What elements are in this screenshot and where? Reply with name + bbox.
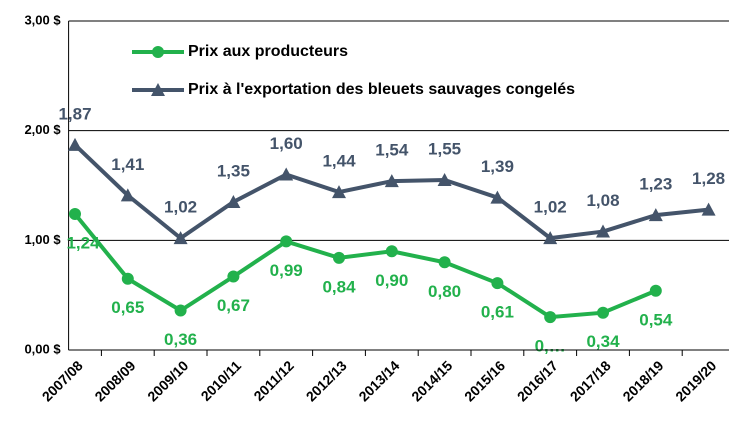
marker — [596, 224, 610, 238]
y-tick-label: 1,00 $ — [24, 232, 61, 247]
x-tick-label: 2014/15 — [408, 357, 455, 404]
marker — [597, 306, 609, 319]
series-line — [73, 212, 657, 320]
x-tick-label: 2012/13 — [303, 357, 350, 404]
marker — [384, 174, 399, 188]
legend-marker — [151, 83, 165, 96]
marker — [120, 188, 135, 202]
marker — [226, 194, 241, 208]
data-label: 1,35 — [217, 161, 250, 180]
data-label: 0,34 — [586, 332, 620, 351]
marker — [649, 284, 662, 297]
data-label: 0,80 — [428, 282, 461, 301]
data-label: 1,55 — [428, 140, 461, 159]
data-label: 1,54 — [375, 141, 409, 160]
x-tick-label: 2015/16 — [461, 357, 508, 404]
marker — [68, 137, 82, 151]
legend-marker — [152, 46, 164, 58]
data-label: 0,84 — [322, 277, 356, 296]
x-tick-label: 2013/14 — [355, 357, 402, 404]
marker — [280, 235, 293, 248]
marker — [438, 256, 451, 269]
marker — [332, 185, 346, 199]
marker — [437, 173, 452, 187]
y-tick-label: 3,00 $ — [24, 12, 61, 27]
x-tick-label: 2010/11 — [198, 357, 245, 404]
data-label: 1,24 — [66, 233, 100, 252]
x-tick-label: 2017/18 — [567, 357, 614, 404]
x-tick-label: 2016/17 — [514, 357, 561, 404]
marker — [121, 272, 134, 285]
data-label: 1,41 — [111, 155, 144, 174]
marker — [69, 208, 81, 221]
marker — [701, 202, 716, 216]
y-tick-label: 0,00 $ — [24, 341, 61, 356]
x-tick-label: 2018/19 — [619, 357, 666, 404]
marker — [279, 167, 294, 181]
marker — [227, 270, 240, 283]
data-label: 0,99 — [270, 261, 303, 280]
x-tick-label: 2007/08 — [39, 357, 86, 404]
marker — [173, 231, 188, 245]
marker — [385, 245, 398, 258]
marker — [490, 190, 505, 204]
data-label: 0,90 — [375, 271, 408, 290]
data-label: 0,61 — [481, 303, 514, 322]
legend-label: Prix aux producteurs — [188, 43, 348, 60]
marker — [333, 251, 345, 264]
marker — [543, 231, 558, 245]
data-label: 1,87 — [58, 104, 91, 123]
data-label: 0,… — [535, 337, 566, 356]
data-label: 1,02 — [534, 198, 567, 217]
data-label: 1,02 — [164, 198, 197, 217]
data-label: 1,08 — [586, 191, 619, 210]
legend-label: Prix à l'exportation des bleuets sauvage… — [188, 81, 575, 98]
data-label: 1,44 — [322, 152, 356, 171]
data-label: 1,60 — [270, 134, 303, 153]
data-label: 1,23 — [639, 175, 672, 194]
data-label: 0,67 — [217, 296, 250, 315]
x-tick-label: 2009/10 — [144, 357, 191, 404]
data-label: 0,54 — [639, 310, 673, 329]
data-label: 0,65 — [111, 298, 144, 317]
data-label: 0,36 — [164, 330, 197, 349]
x-tick-label: 2011/12 — [250, 357, 297, 404]
x-tick-label: 2019/20 — [672, 357, 719, 404]
marker — [174, 304, 187, 317]
y-tick-label: 2,00 $ — [24, 122, 61, 137]
marker — [544, 311, 557, 324]
marker — [491, 277, 504, 290]
marker — [648, 208, 663, 222]
data-label: 1,39 — [481, 157, 514, 176]
data-label: 1,28 — [692, 169, 725, 188]
x-tick-label: 2008/09 — [91, 357, 138, 404]
